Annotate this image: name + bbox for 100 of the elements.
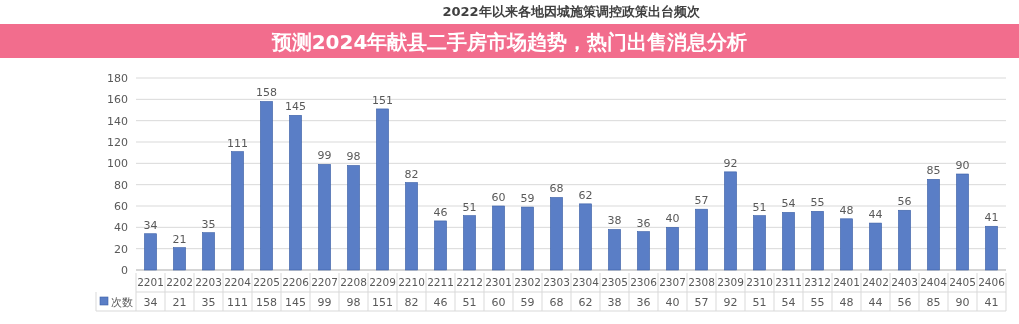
- total-label: 98: [346, 150, 361, 164]
- x-tick-label: 2307: [659, 276, 686, 288]
- bar: [144, 233, 157, 271]
- x-tick-label: 2302: [514, 276, 541, 288]
- x-tick-label: 2405: [949, 276, 976, 288]
- bar: [492, 205, 505, 271]
- bar: [956, 173, 969, 271]
- bar: [724, 171, 737, 271]
- x-tick-label: 2311: [775, 276, 802, 288]
- x-tick-label: 2305: [601, 276, 628, 288]
- bar: [840, 218, 853, 271]
- total-label: 85: [926, 164, 941, 178]
- y-tick-label: 160: [107, 93, 128, 107]
- total-label: 68: [549, 182, 564, 196]
- x-tick-label: 2208: [340, 276, 367, 288]
- bar: [811, 211, 824, 271]
- total-label: 99: [317, 149, 332, 163]
- total-label: 44: [868, 208, 883, 222]
- bar: [405, 182, 418, 271]
- bar: [550, 197, 563, 271]
- x-tick-label: 2211: [427, 276, 454, 288]
- x-tick-label: 2402: [862, 276, 889, 288]
- total-label: 21: [172, 232, 187, 246]
- bar: [289, 115, 302, 271]
- x-tick-label: 2404: [920, 276, 948, 288]
- bar: [173, 247, 186, 271]
- bar: [782, 212, 795, 271]
- total-label: 145: [285, 100, 306, 114]
- total-label: 59: [520, 192, 535, 206]
- total-label: 60: [491, 191, 506, 204]
- x-tick-label: 2206: [282, 276, 310, 288]
- x-tick-label: 2205: [253, 276, 280, 288]
- total-label: 92: [723, 156, 738, 170]
- bar: [463, 215, 476, 271]
- x-tick-label: 2303: [543, 276, 570, 288]
- x-tick-label: 2201: [137, 276, 164, 288]
- y-tick-label: 0: [121, 264, 128, 277]
- total-label: 55: [810, 196, 825, 210]
- bar: [202, 232, 215, 271]
- total-label: 35: [201, 217, 216, 231]
- x-tick-label: 2212: [456, 276, 483, 288]
- bar: [347, 165, 360, 271]
- total-label: 51: [752, 200, 767, 214]
- x-tick-label: 2306: [630, 276, 658, 288]
- x-tick-label: 2304: [572, 276, 600, 288]
- total-label: 57: [694, 194, 709, 208]
- x-tick-label: 2310: [746, 276, 773, 288]
- bar: [666, 227, 679, 271]
- bar: [376, 108, 389, 271]
- x-tick-label: 2209: [369, 276, 396, 288]
- total-label: 62: [578, 188, 593, 202]
- y-tick-label: 40: [114, 221, 128, 235]
- bar: [985, 225, 998, 271]
- x-tick-label: 2406: [978, 276, 1006, 288]
- text: 预测2024年献县二手房市场趋势，热门出售消息分析: [270, 30, 748, 54]
- x-tick-label: 2401: [833, 276, 860, 288]
- bar: [898, 209, 911, 271]
- total-label: 34: [143, 218, 158, 232]
- total-label: 158: [256, 86, 277, 100]
- x-tick-label: 2204: [224, 276, 252, 288]
- y-tick-label: 120: [107, 136, 128, 149]
- total-label: 111: [227, 136, 248, 150]
- y-tick-label: 80: [114, 178, 128, 192]
- total-label: 56: [897, 195, 912, 209]
- legend-label: 次数: [111, 296, 133, 309]
- bar: [869, 222, 882, 271]
- total-label: 38: [607, 214, 622, 228]
- bar: [927, 179, 940, 271]
- y-tick-label: 140: [107, 114, 128, 128]
- bar: [231, 151, 244, 271]
- bar: [637, 231, 650, 271]
- x-tick-label: 2308: [688, 276, 715, 288]
- total-label: 48: [839, 203, 854, 217]
- x-tick-label: 2207: [311, 276, 338, 288]
- x-tick-label: 2403: [891, 276, 918, 288]
- total-label: 41: [984, 211, 999, 225]
- bar: [434, 220, 447, 271]
- total-label: 51: [462, 200, 477, 214]
- x-tick-label: 2202: [166, 276, 193, 288]
- chart-title: 2022年以来各地因城施策调控政策出台频次: [442, 4, 701, 19]
- total-label: 40: [665, 212, 680, 226]
- y-tick-label: 180: [107, 72, 128, 85]
- bar: [260, 101, 273, 271]
- x-tick-label: 2210: [398, 276, 425, 288]
- total-label: 36: [636, 216, 651, 230]
- total-label: 82: [404, 167, 419, 181]
- y-tick-label: 20: [114, 242, 128, 256]
- bar: [318, 164, 331, 271]
- bar: [608, 229, 621, 271]
- y-tick-label: 60: [114, 200, 128, 213]
- total-label: 151: [372, 93, 393, 107]
- x-tick-label: 2203: [195, 276, 222, 288]
- total-label: 46: [433, 205, 448, 219]
- y-tick-label: 100: [107, 157, 128, 171]
- x-tick-label: 2301: [485, 276, 512, 288]
- total-label: 90: [955, 159, 970, 172]
- total-label: 54: [781, 197, 796, 211]
- bar: [521, 206, 534, 271]
- bar: [753, 215, 766, 271]
- x-tick-label: 2309: [717, 276, 744, 288]
